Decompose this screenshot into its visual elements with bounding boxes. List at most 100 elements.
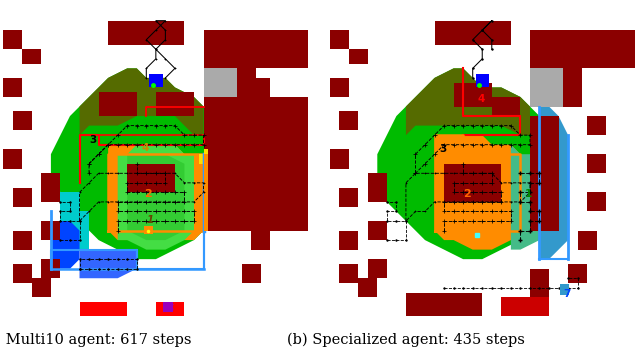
- Bar: [358, 278, 378, 297]
- Bar: [156, 302, 184, 316]
- Polygon shape: [349, 97, 387, 221]
- Bar: [204, 97, 308, 231]
- Bar: [163, 302, 173, 312]
- Text: 3: 3: [439, 144, 447, 154]
- Polygon shape: [511, 145, 549, 250]
- Bar: [406, 293, 483, 316]
- Polygon shape: [540, 106, 568, 259]
- Bar: [3, 30, 22, 49]
- Bar: [368, 221, 387, 240]
- Text: (b) Specialized agent: 435 steps: (b) Specialized agent: 435 steps: [287, 333, 525, 347]
- Bar: [13, 188, 32, 207]
- Bar: [42, 173, 60, 202]
- Polygon shape: [435, 11, 483, 68]
- Polygon shape: [51, 68, 223, 259]
- Bar: [237, 68, 256, 106]
- Bar: [568, 264, 587, 283]
- Bar: [204, 154, 208, 231]
- Bar: [530, 269, 549, 297]
- Polygon shape: [51, 221, 79, 269]
- Bar: [578, 231, 596, 250]
- Bar: [260, 154, 280, 173]
- Bar: [218, 68, 237, 106]
- Bar: [260, 192, 280, 211]
- Bar: [476, 74, 489, 88]
- Bar: [204, 68, 218, 106]
- Bar: [32, 278, 51, 297]
- Polygon shape: [368, 183, 387, 240]
- Bar: [492, 97, 520, 116]
- Polygon shape: [118, 145, 194, 250]
- Bar: [13, 111, 32, 130]
- Bar: [204, 30, 308, 68]
- Polygon shape: [108, 145, 204, 240]
- Polygon shape: [108, 11, 156, 68]
- Bar: [252, 78, 270, 97]
- Bar: [530, 116, 559, 231]
- Bar: [252, 116, 270, 135]
- Text: (a) Multi10 agent: 617 steps: (a) Multi10 agent: 617 steps: [0, 333, 191, 347]
- Bar: [99, 92, 137, 116]
- Polygon shape: [79, 250, 137, 278]
- Polygon shape: [60, 192, 89, 250]
- Bar: [330, 150, 349, 168]
- Bar: [349, 49, 368, 64]
- Bar: [42, 259, 60, 278]
- Bar: [79, 302, 127, 316]
- Bar: [330, 30, 349, 49]
- Bar: [587, 154, 606, 173]
- Bar: [544, 68, 563, 106]
- Bar: [454, 83, 492, 106]
- Polygon shape: [79, 68, 204, 135]
- Polygon shape: [473, 11, 530, 78]
- Bar: [444, 164, 501, 202]
- Text: 4: 4: [477, 94, 485, 104]
- Bar: [530, 68, 544, 106]
- Polygon shape: [42, 183, 60, 240]
- Bar: [339, 231, 358, 250]
- Bar: [156, 92, 194, 116]
- Bar: [339, 264, 358, 283]
- Text: 5: 5: [167, 304, 175, 314]
- Bar: [339, 111, 358, 130]
- Bar: [587, 192, 606, 211]
- Bar: [530, 30, 635, 68]
- Polygon shape: [406, 68, 530, 135]
- Text: 2: 2: [463, 189, 471, 199]
- Bar: [587, 116, 606, 135]
- Bar: [145, 226, 153, 234]
- Bar: [127, 164, 175, 192]
- Bar: [242, 264, 260, 283]
- Bar: [204, 150, 208, 159]
- Bar: [108, 21, 184, 44]
- Text: 1: 1: [525, 189, 532, 199]
- Bar: [435, 21, 511, 44]
- Bar: [13, 264, 32, 283]
- Bar: [199, 154, 208, 164]
- Bar: [561, 284, 569, 295]
- Text: 7: 7: [563, 289, 571, 299]
- Bar: [42, 221, 60, 240]
- Bar: [252, 231, 270, 250]
- Bar: [330, 78, 349, 97]
- Polygon shape: [378, 68, 549, 259]
- Bar: [368, 259, 387, 278]
- Bar: [3, 78, 22, 97]
- Text: 3: 3: [89, 135, 96, 145]
- Bar: [339, 188, 358, 207]
- Polygon shape: [22, 97, 60, 221]
- Bar: [13, 231, 32, 250]
- Bar: [22, 49, 42, 64]
- Bar: [3, 150, 22, 168]
- Bar: [149, 74, 163, 88]
- Bar: [368, 173, 387, 202]
- Polygon shape: [435, 135, 520, 250]
- Text: 2: 2: [145, 189, 152, 199]
- Bar: [501, 297, 549, 316]
- Text: 1: 1: [147, 215, 154, 225]
- Polygon shape: [127, 154, 184, 240]
- Text: 4: 4: [141, 143, 149, 153]
- Text: 5: 5: [167, 305, 173, 314]
- Bar: [563, 68, 582, 106]
- Bar: [204, 154, 207, 231]
